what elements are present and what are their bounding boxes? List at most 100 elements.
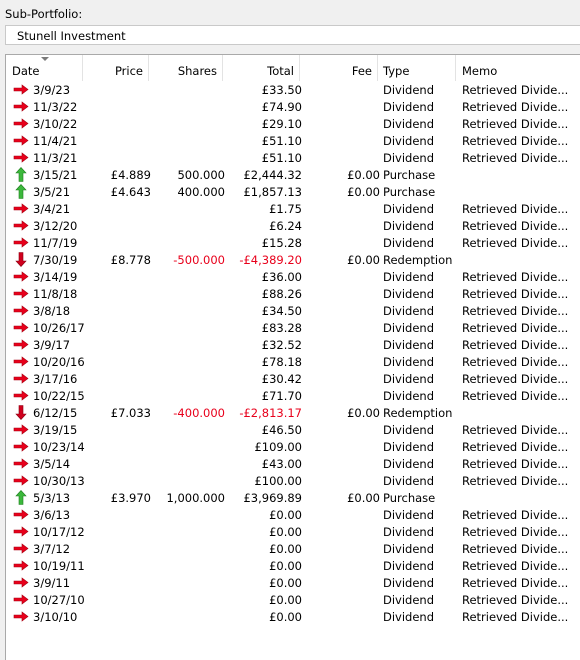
table-row[interactable]: 3/4/21 £1.75 Dividend Retrieved Divide... <box>6 200 580 217</box>
total-cell: £33.50 <box>261 83 302 97</box>
table-row[interactable]: 10/26/17 £83.28 Dividend Retrieved Divide..… <box>6 319 580 336</box>
redemption-arrow-icon <box>13 405 29 420</box>
date-cell: 10/30/13 <box>33 474 85 488</box>
table-row[interactable]: 11/3/22 £74.90 Dividend Retrieved Divide... <box>6 98 580 115</box>
dividend-arrow-icon <box>13 201 29 216</box>
dividend-arrow-icon <box>13 150 29 165</box>
table-row[interactable]: 7/30/19 £8.778 -500.000 -£4,389.20 £0.00 Rede… <box>6 251 580 268</box>
column-header-fee[interactable]: Fee <box>300 55 378 81</box>
table-row[interactable]: 3/10/10 £0.00 Dividend Retrieved Divide... <box>6 608 580 625</box>
date-cell: 3/10/10 <box>33 610 78 624</box>
table-row[interactable]: 3/5/21 £4.643 400.000 £1,857.13 £0.00 Purchas… <box>6 183 580 200</box>
table-row[interactable]: 10/17/12 £0.00 Dividend Retrieved Divide... <box>6 523 580 540</box>
dividend-arrow-icon <box>13 388 29 403</box>
dividend-arrow-icon <box>13 354 29 369</box>
memo-cell: Retrieved Divide... <box>462 151 569 165</box>
table-row[interactable]: 3/14/19 £36.00 Dividend Retrieved Divide... <box>6 268 580 285</box>
table-row[interactable]: 3/10/22 £29.10 Dividend Retrieved Divide... <box>6 115 580 132</box>
table-row[interactable]: 3/12/20 £6.24 Dividend Retrieved Divide... <box>6 217 580 234</box>
total-cell: £32.52 <box>261 338 302 352</box>
date-cell: 10/23/14 <box>33 440 85 454</box>
table-row[interactable]: 6/12/15 £7.033 -400.000 -£2,813.17 £0.00 Rede… <box>6 404 580 421</box>
total-cell: £0.00 <box>269 525 302 539</box>
table-row[interactable]: 3/9/23 £33.50 Dividend Retrieved Divide... <box>6 81 580 98</box>
type-cell: Dividend <box>383 219 435 233</box>
date-cell: 5/3/13 <box>33 491 71 505</box>
type-cell: Purchase <box>383 491 436 505</box>
column-header-label: Date <box>12 64 40 78</box>
column-header-shares[interactable]: Shares <box>149 55 223 81</box>
table-row[interactable]: 3/9/17 £32.52 Dividend Retrieved Divide... <box>6 336 580 353</box>
total-cell: £1.75 <box>269 202 302 216</box>
column-header-total[interactable]: Total <box>223 55 300 81</box>
price-cell: £3.970 <box>110 491 151 505</box>
table-row[interactable]: 11/7/19 £15.28 Dividend Retrieved Divide... <box>6 234 580 251</box>
dividend-arrow-icon <box>13 286 29 301</box>
date-cell: 3/4/21 <box>33 202 71 216</box>
memo-cell: Retrieved Divide... <box>462 202 569 216</box>
table-row[interactable]: 10/27/10 £0.00 Dividend Retrieved Divide... <box>6 591 580 608</box>
memo-cell: Retrieved Divide... <box>462 304 569 318</box>
table-row[interactable]: 11/3/21 £51.10 Dividend Retrieved Divide... <box>6 149 580 166</box>
table-row[interactable]: 3/15/21 £4.889 500.000 £2,444.32 £0.00 Purcha… <box>6 166 580 183</box>
table-row[interactable]: 3/9/11 £0.00 Dividend Retrieved Divide... <box>6 574 580 591</box>
column-header-memo[interactable]: Memo <box>456 55 580 81</box>
table-row[interactable]: 10/22/15 £71.70 Dividend Retrieved Divide..… <box>6 387 580 404</box>
dividend-arrow-icon <box>13 422 29 437</box>
memo-cell: Retrieved Divide... <box>462 117 569 131</box>
table-row[interactable]: 10/30/13 £100.00 Dividend Retrieved Divide.… <box>6 472 580 489</box>
dividend-arrow-icon <box>13 473 29 488</box>
memo-cell: Retrieved Divide... <box>462 372 569 386</box>
date-cell: 10/22/15 <box>33 389 85 403</box>
dividend-arrow-icon <box>13 320 29 335</box>
type-cell: Dividend <box>383 304 435 318</box>
table-row[interactable]: 10/20/16 £78.18 Dividend Retrieved Divide..… <box>6 353 580 370</box>
table-row[interactable]: 3/8/18 £34.50 Dividend Retrieved Divide... <box>6 302 580 319</box>
total-cell: £3,969.89 <box>243 491 302 505</box>
table-row[interactable]: 11/8/18 £88.26 Dividend Retrieved Divide... <box>6 285 580 302</box>
table-row[interactable]: 3/17/16 £30.42 Dividend Retrieved Divide... <box>6 370 580 387</box>
date-cell: 11/4/21 <box>33 134 78 148</box>
transactions-table[interactable]: Date Price Shares Total Fee Type Memo 3/… <box>5 54 580 660</box>
total-cell: -£4,389.20 <box>239 253 302 267</box>
sub-portfolio-value: Stunell Investment <box>17 29 126 43</box>
dividend-arrow-icon <box>13 337 29 352</box>
table-row[interactable]: 10/19/11 £0.00 Dividend Retrieved Divide... <box>6 557 580 574</box>
sub-portfolio-label: Sub-Portfolio: <box>5 7 83 21</box>
type-cell: Purchase <box>383 185 436 199</box>
price-cell: £4.889 <box>110 168 151 182</box>
type-cell: Dividend <box>383 559 435 573</box>
table-row[interactable]: 3/5/14 £43.00 Dividend Retrieved Divide... <box>6 455 580 472</box>
table-row[interactable]: 10/23/14 £109.00 Dividend Retrieved Divide.… <box>6 438 580 455</box>
fee-cell: £0.00 <box>347 185 380 199</box>
total-cell: £30.42 <box>261 372 302 386</box>
memo-cell: Retrieved Divide... <box>462 457 569 471</box>
table-row[interactable]: 5/3/13 £3.970 1,000.000 £3,969.89 £0.00 Purch… <box>6 489 580 506</box>
date-cell: 11/3/22 <box>33 100 78 114</box>
type-cell: Dividend <box>383 508 435 522</box>
type-cell: Dividend <box>383 457 435 471</box>
dividend-arrow-icon <box>13 439 29 454</box>
column-header-price[interactable]: Price <box>83 55 149 81</box>
table-row[interactable]: 11/4/21 £51.10 Dividend Retrieved Divide... <box>6 132 580 149</box>
column-header-date[interactable]: Date <box>6 55 83 81</box>
memo-cell: Retrieved Divide... <box>462 474 569 488</box>
memo-cell: Retrieved Divide... <box>462 423 569 437</box>
memo-cell: Retrieved Divide... <box>462 508 569 522</box>
sub-portfolio-field[interactable]: Stunell Investment <box>5 25 580 45</box>
table-row[interactable]: 3/7/12 £0.00 Dividend Retrieved Divide... <box>6 540 580 557</box>
column-header-type[interactable]: Type <box>378 55 456 81</box>
table-row[interactable]: 3/6/13 £0.00 Dividend Retrieved Divide... <box>6 506 580 523</box>
memo-cell: Retrieved Divide... <box>462 270 569 284</box>
total-cell: £1,857.13 <box>243 185 302 199</box>
price-cell: £4.643 <box>110 185 151 199</box>
memo-cell: Retrieved Divide... <box>462 593 569 607</box>
memo-cell: Retrieved Divide... <box>462 525 569 539</box>
type-cell: Dividend <box>383 100 435 114</box>
total-cell: £15.28 <box>261 236 302 250</box>
type-cell: Dividend <box>383 440 435 454</box>
total-cell: £0.00 <box>269 610 302 624</box>
date-cell: 3/15/21 <box>33 168 78 182</box>
date-cell: 3/9/17 <box>33 338 71 352</box>
table-row[interactable]: 3/19/15 £46.50 Dividend Retrieved Divide... <box>6 421 580 438</box>
